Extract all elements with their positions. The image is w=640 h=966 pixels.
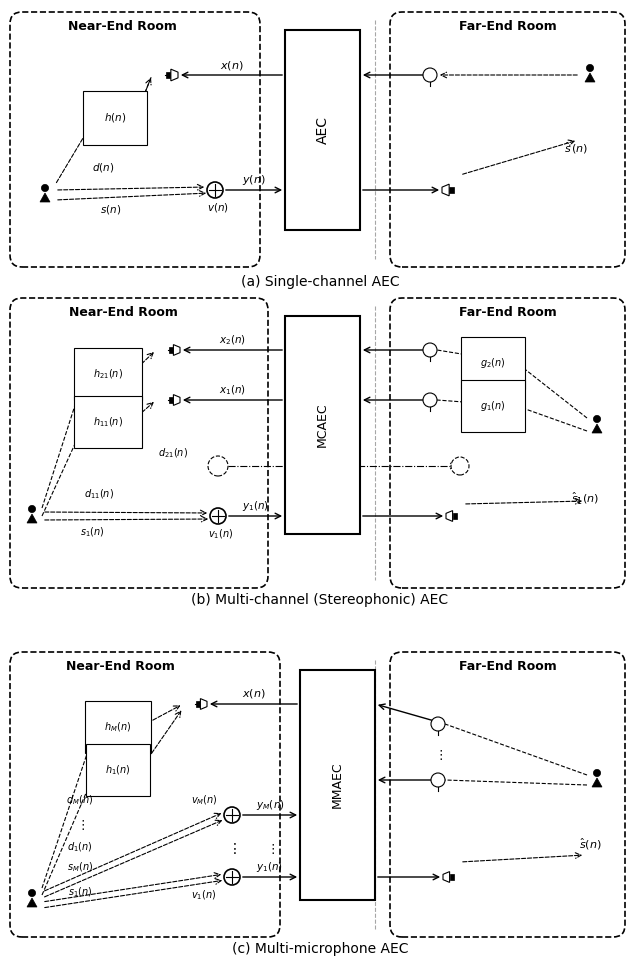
- Circle shape: [208, 456, 228, 476]
- Text: $x_2(n)$: $x_2(n)$: [219, 333, 246, 347]
- Text: Far-End Room: Far-End Room: [459, 306, 556, 320]
- Circle shape: [210, 508, 226, 524]
- Text: $h(n)$: $h(n)$: [104, 111, 126, 125]
- Text: $y_1(n)$: $y_1(n)$: [242, 499, 269, 513]
- Polygon shape: [173, 394, 180, 406]
- Text: $g_2(n)$: $g_2(n)$: [480, 356, 506, 370]
- Text: $s_1(n)$: $s_1(n)$: [68, 885, 92, 898]
- Text: $x(n)$: $x(n)$: [220, 59, 243, 71]
- Circle shape: [593, 769, 600, 777]
- Text: $\hat{s}(n)$: $\hat{s}(n)$: [579, 837, 602, 852]
- Polygon shape: [200, 698, 207, 709]
- Text: $v(n)$: $v(n)$: [207, 202, 229, 214]
- Text: MCAEC: MCAEC: [316, 403, 329, 447]
- Text: $h_M(n)$: $h_M(n)$: [104, 721, 132, 734]
- Polygon shape: [27, 514, 37, 523]
- Text: MMAEC: MMAEC: [331, 761, 344, 809]
- Text: $h_1(n)$: $h_1(n)$: [105, 763, 131, 777]
- Circle shape: [42, 185, 49, 191]
- Bar: [285, 30, 360, 230]
- Text: $\vdots$: $\vdots$: [76, 818, 84, 832]
- Text: $\hat{s}\,(n)$: $\hat{s}\,(n)$: [564, 140, 588, 156]
- Text: $y(n)$: $y(n)$: [242, 173, 266, 187]
- Text: $\vdots$: $\vdots$: [266, 842, 275, 856]
- Text: $d_1(n)$: $d_1(n)$: [67, 840, 93, 854]
- Text: $v_1(n)$: $v_1(n)$: [209, 527, 234, 541]
- Polygon shape: [450, 874, 454, 880]
- Circle shape: [431, 717, 445, 731]
- Text: $g_1(n)$: $g_1(n)$: [480, 399, 506, 413]
- Text: $v_M(n)$: $v_M(n)$: [191, 793, 218, 807]
- Circle shape: [423, 343, 437, 357]
- Text: $y_1(n)$: $y_1(n)$: [257, 860, 284, 874]
- Text: $s_1(n)$: $s_1(n)$: [80, 526, 104, 539]
- Text: Near-End Room: Near-End Room: [68, 20, 177, 34]
- Circle shape: [593, 415, 600, 422]
- Text: $h_{21}(n)$: $h_{21}(n)$: [93, 367, 123, 381]
- Text: Far-End Room: Far-End Room: [459, 20, 556, 34]
- Polygon shape: [449, 187, 454, 193]
- Polygon shape: [592, 778, 602, 787]
- Text: (c) Multi-microphone AEC: (c) Multi-microphone AEC: [232, 942, 408, 956]
- Circle shape: [451, 457, 469, 475]
- Polygon shape: [443, 871, 450, 882]
- Text: Near-End Room: Near-End Room: [69, 306, 178, 320]
- Text: Near-End Room: Near-End Room: [67, 661, 175, 673]
- Text: $d_{11}(n)$: $d_{11}(n)$: [84, 487, 114, 500]
- Circle shape: [224, 807, 240, 823]
- Bar: [285, 316, 360, 534]
- Text: $x(n)$: $x(n)$: [242, 688, 266, 700]
- Polygon shape: [196, 701, 200, 707]
- Circle shape: [423, 68, 437, 82]
- Text: $v_1(n)$: $v_1(n)$: [191, 888, 217, 902]
- Text: $d(n)$: $d(n)$: [92, 160, 115, 174]
- Polygon shape: [169, 397, 173, 403]
- Polygon shape: [452, 513, 457, 519]
- Text: $s_M(n)$: $s_M(n)$: [67, 860, 93, 874]
- Text: $x_1(n)$: $x_1(n)$: [219, 384, 246, 397]
- Text: $\vdots$: $\vdots$: [433, 748, 442, 762]
- Text: AEC: AEC: [316, 116, 330, 144]
- Circle shape: [586, 65, 594, 71]
- Polygon shape: [166, 72, 171, 78]
- Polygon shape: [40, 193, 50, 202]
- Text: $h_{11}(n)$: $h_{11}(n)$: [93, 415, 123, 429]
- Circle shape: [28, 890, 36, 896]
- Circle shape: [224, 869, 240, 885]
- Circle shape: [431, 773, 445, 787]
- Polygon shape: [169, 348, 173, 353]
- Text: $\vdots$: $\vdots$: [227, 841, 237, 857]
- Polygon shape: [27, 898, 37, 907]
- Circle shape: [207, 182, 223, 198]
- Polygon shape: [171, 70, 178, 81]
- Text: Far-End Room: Far-End Room: [459, 661, 556, 673]
- Polygon shape: [446, 511, 452, 522]
- Polygon shape: [592, 424, 602, 433]
- Polygon shape: [442, 185, 449, 196]
- Text: $s(n)$: $s(n)$: [100, 203, 121, 215]
- Text: $\hat{s}_1(n)$: $\hat{s}_1(n)$: [571, 490, 599, 506]
- Bar: [300, 670, 375, 900]
- Text: $d_M(n)$: $d_M(n)$: [67, 793, 93, 807]
- Polygon shape: [173, 345, 180, 355]
- Circle shape: [423, 393, 437, 407]
- Polygon shape: [585, 73, 595, 82]
- Text: (b) Multi-channel (Stereophonic) AEC: (b) Multi-channel (Stereophonic) AEC: [191, 593, 449, 607]
- Text: $y_M(n)$: $y_M(n)$: [255, 798, 284, 812]
- Circle shape: [28, 505, 36, 513]
- Text: $d_{21}(n)$: $d_{21}(n)$: [158, 446, 188, 460]
- Text: (a) Single-channel AEC: (a) Single-channel AEC: [241, 275, 399, 289]
